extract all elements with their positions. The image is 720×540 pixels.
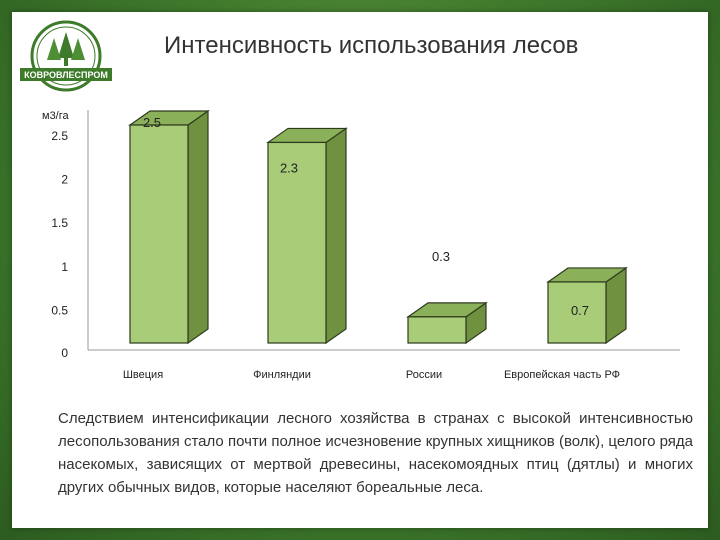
bar: 0.7 <box>546 266 628 345</box>
page-title: Интенсивность использования лесов <box>164 32 579 59</box>
bar-side <box>325 127 347 345</box>
bar-side <box>187 109 209 345</box>
data-label: 2.3 <box>280 160 298 175</box>
y-axis-label: м3/га <box>42 110 69 122</box>
x-tick-label: Финляндии <box>253 369 311 381</box>
y-tick-label: 0.5 <box>51 303 68 317</box>
x-tick-label: Швеция <box>123 369 163 381</box>
bar: 0.3 <box>406 249 488 345</box>
forest-logo-icon: КОВРОВЛЕСПРОМ <box>20 20 112 92</box>
bar-front <box>407 316 467 344</box>
bar: 2.5 <box>128 109 210 345</box>
y-tick-label: 2.5 <box>51 129 68 143</box>
note-paragraph: Следствием интенсификации лесного хозяйс… <box>58 410 693 496</box>
y-tick-label: 1.5 <box>51 216 68 230</box>
bar-front <box>547 281 607 344</box>
bar-chart: 0 0.5 1 1.5 2 2.5 2.5 2.3 0.3 0.7 Швеция Финлянди… <box>51 109 680 381</box>
bar-front <box>267 141 327 344</box>
bar: 2.3 <box>266 127 348 345</box>
y-tick-label: 0 <box>61 346 68 360</box>
bar-front <box>129 124 189 344</box>
data-label: 2.5 <box>143 115 161 130</box>
data-label: 0.3 <box>432 249 450 264</box>
y-tick-label: 2 <box>61 173 68 187</box>
x-tick-label: Европейская часть РФ <box>504 369 620 381</box>
y-tick-label: 1 <box>61 260 68 274</box>
logo-text: КОВРОВЛЕСПРОМ <box>24 70 108 80</box>
data-label: 0.7 <box>571 303 589 318</box>
x-tick-label: России <box>406 369 442 381</box>
